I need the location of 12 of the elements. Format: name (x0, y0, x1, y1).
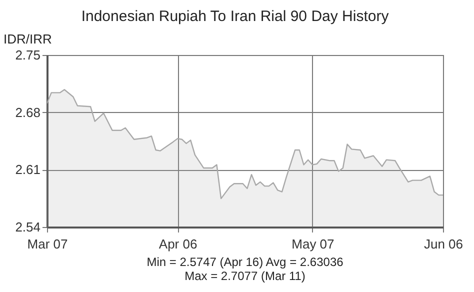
x-tick-label: Jun 06 (424, 236, 464, 252)
y-tick-label: 2.68 (15, 104, 40, 120)
y-tick-label: 2.54 (15, 220, 40, 234)
text: Min = 2.5747 (Apr 16) Avg = 2.63036 (146, 255, 344, 269)
x-tick-label: May 07 (292, 236, 334, 252)
y-tick-label: 2.61 (15, 162, 40, 178)
y-tick-label: 2.75 (15, 48, 40, 62)
x-tick-label: Mar 07 (27, 236, 68, 252)
x-tick-label: Apr 06 (158, 236, 198, 252)
chart-title: Indonesian Rupiah To Iran Rial 90 Day History (81, 8, 390, 25)
text: Max = 2.7077 (Mar 11) (184, 269, 306, 283)
y-axis-title: IDR/IRR (4, 32, 52, 46)
